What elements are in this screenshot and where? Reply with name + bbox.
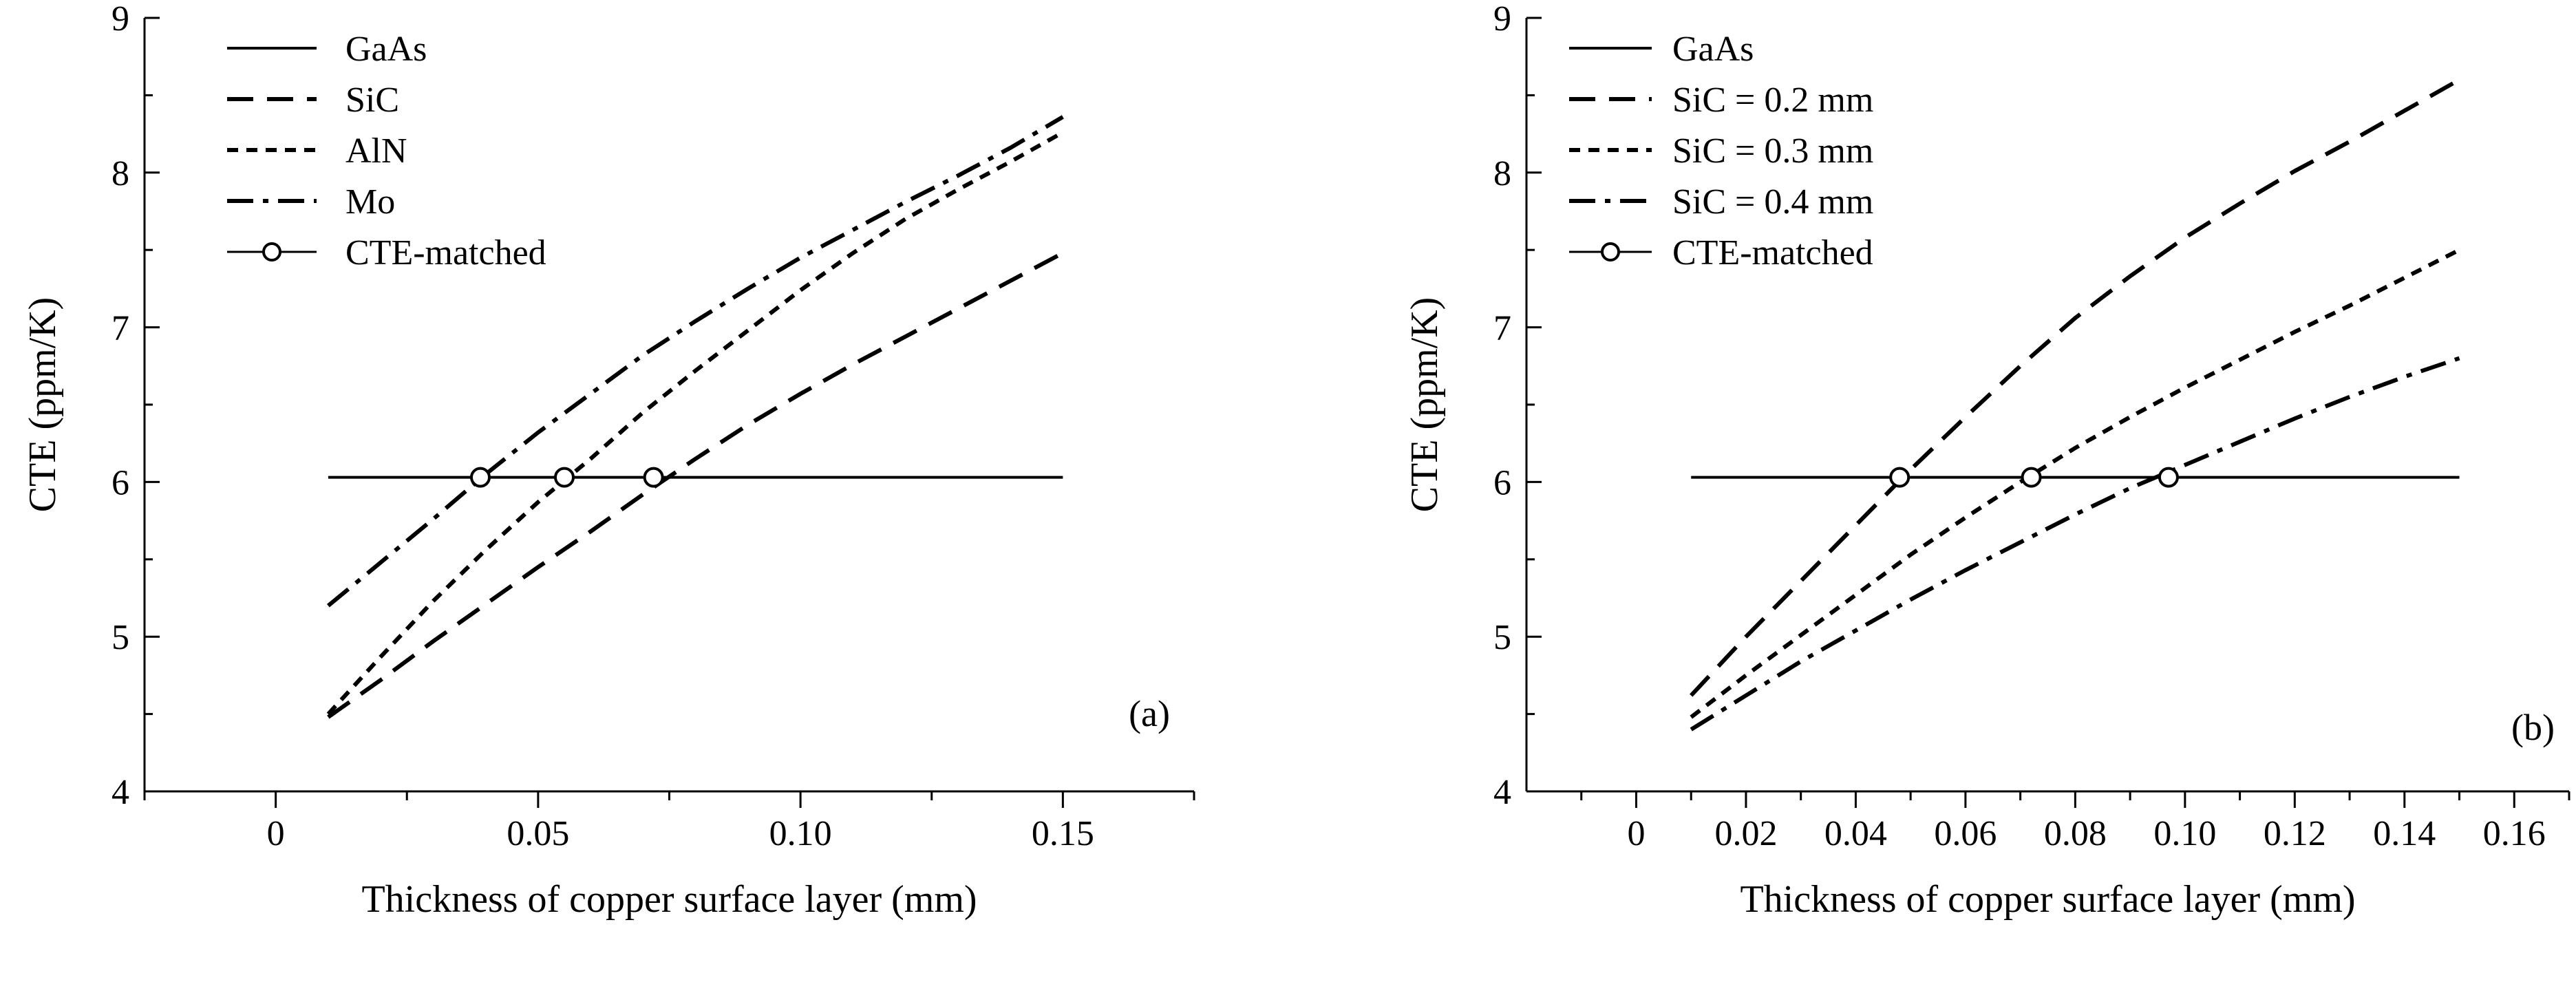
chart-panel-a: 4 5 6 7 8 9 0 0.05 0.10 0.15 Thickness of copper s… [21,0,1195,921]
y-tick-label: 9 [1493,0,1511,39]
y-tick-label: 5 [1493,618,1511,657]
y-axis-title: CTE (ppm/K) [1403,297,1446,513]
series-line-series-2 [326,130,1064,716]
y-tick-label: 6 [1493,463,1511,502]
legend-entry-label: CTE-matched [345,233,546,273]
series-line-series-3 [1690,356,2460,732]
legend-entry-label: GaAs [345,30,427,69]
panel-label: (a) [1129,693,1170,734]
legend-entry-label: SiC [345,81,399,120]
legend-entry-label: CTE-matched [1672,233,1873,273]
x-tick-label: 0 [1627,814,1645,853]
series-line-series-1 [327,251,1064,719]
y-tick-label: 5 [111,618,129,657]
legend-entry-label: AlN [345,131,407,171]
cte-matched-marker [1889,467,1910,488]
series-line-series-3 [326,115,1064,608]
y-tick-label: 6 [111,463,129,502]
y-tick-label: 8 [111,154,129,193]
x-tick-label: 0.04 [1824,814,1887,853]
legend-entry-label: GaAs [1672,30,1754,69]
y-tick-label: 4 [111,773,129,812]
cte-matched-marker [554,467,575,488]
y-tick-label: 4 [1493,773,1511,812]
series-line-series-1 [1690,78,2461,697]
legend-marker-matched [1601,242,1620,261]
y-tick-label: 8 [1493,154,1511,193]
x-tick-label: 0.02 [1714,814,1777,853]
y-tick-label: 7 [1493,309,1511,348]
x-tick-label: 0.05 [507,814,569,853]
x-tick-label: 0.16 [2483,814,2546,853]
x-tick-label: 0.06 [1934,814,1997,853]
cte-matched-marker [643,467,664,488]
x-tick-label: 0.12 [2264,814,2326,853]
x-tick-label: 0.15 [1032,814,1094,853]
legend-entry-label: SiC = 0.3 mm [1672,131,1873,171]
legend-marker-matched [262,242,281,261]
y-tick-label: 7 [111,309,129,348]
cte-matched-marker [2021,467,2042,488]
x-tick-label: 0.08 [2044,814,2107,853]
x-axis-title: Thickness of copper surface layer (mm) [1740,878,2355,921]
panel-label: (b) [2511,707,2555,748]
legend-entry-label: Mo [345,182,395,222]
chart-panel-b: 4 5 6 7 8 9 0 0.02 0.04 0.06 0.08 0.10 0.12 0.14 0.16 T… [1403,0,2570,921]
cte-matched-marker [470,467,491,488]
y-tick-label: 9 [111,0,129,39]
x-axis-title: Thickness of copper surface layer (mm) [361,878,977,921]
x-tick-label: 0.10 [769,814,832,853]
legend-entry-label: SiC = 0.4 mm [1672,182,1873,222]
y-axis-title: CTE (ppm/K) [21,297,64,513]
x-tick-label: 0.14 [2373,814,2436,853]
cte-matched-marker [2158,467,2179,488]
x-tick-label: 0.10 [2153,814,2216,853]
legend-entry-label: SiC = 0.2 mm [1672,81,1873,120]
series-line-series-2 [1690,248,2460,719]
x-tick-label: 0 [267,814,285,853]
